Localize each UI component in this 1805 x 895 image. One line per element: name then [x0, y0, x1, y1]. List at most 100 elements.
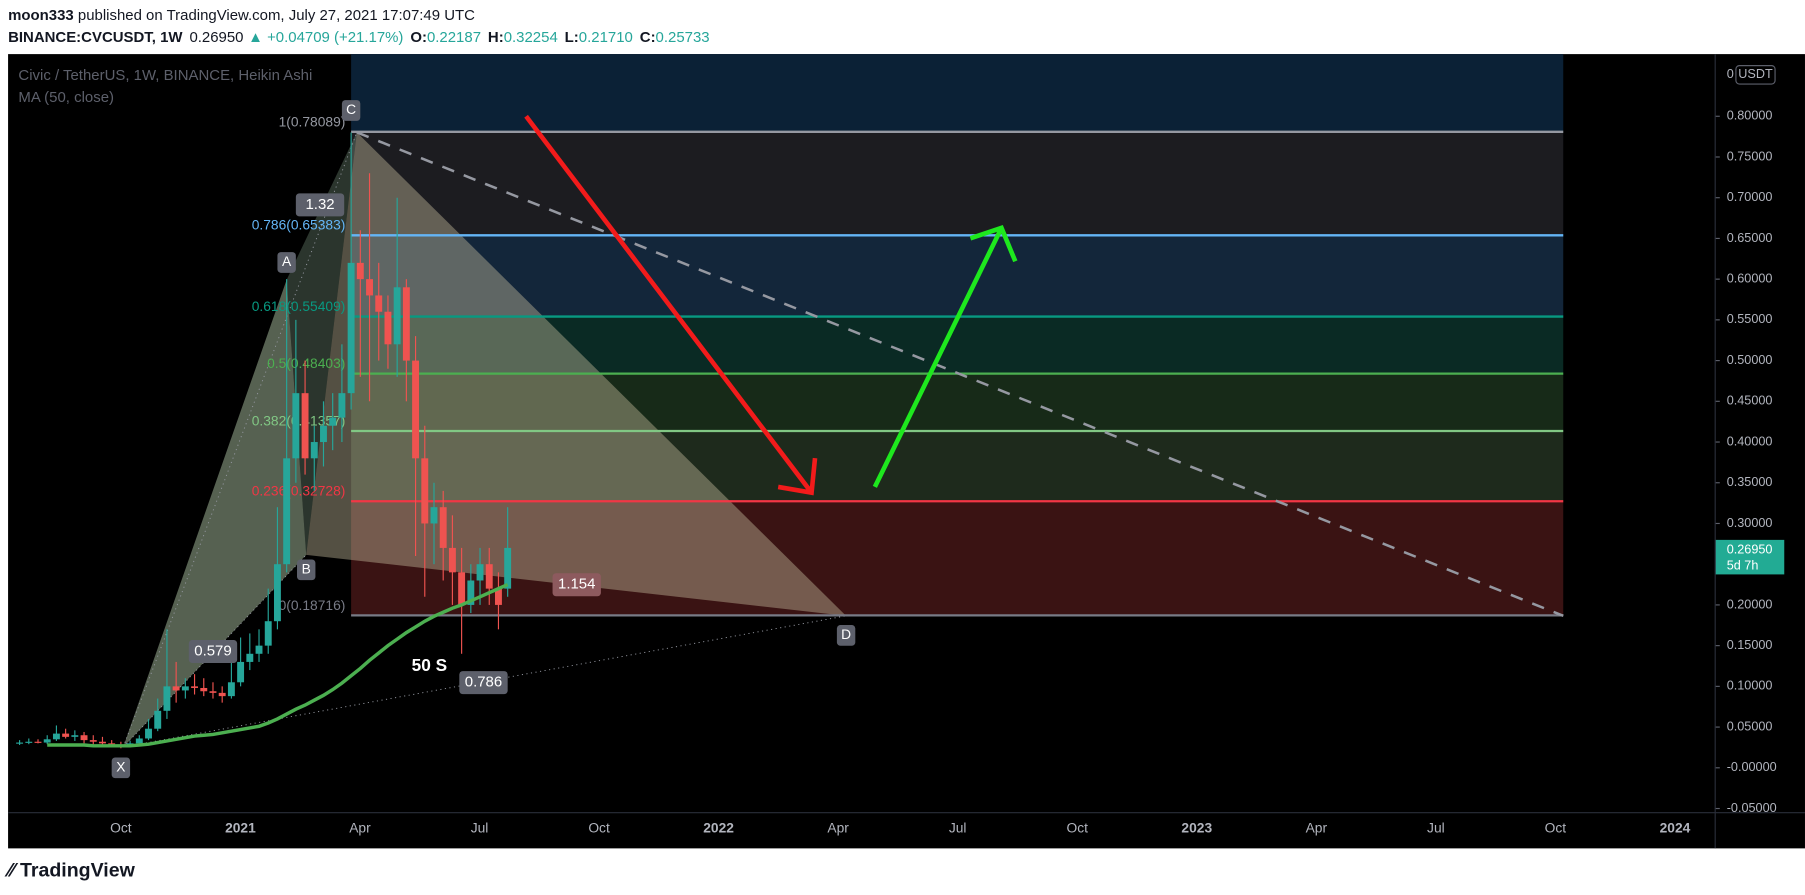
- candle-body: [384, 311, 392, 345]
- candle-body: [476, 564, 484, 581]
- change: ▲ +0.04709 (+21.17%): [248, 29, 403, 46]
- legend-ma: MA (50, close): [18, 89, 114, 106]
- candle-body: [163, 686, 171, 711]
- time-label: Oct: [1545, 819, 1567, 835]
- red-arrow: [524, 114, 818, 496]
- candle-body: [264, 621, 272, 646]
- candle-body: [25, 741, 33, 743]
- time-label: Oct: [110, 819, 132, 835]
- published-line: moon333 published on TradingView.com, Ju…: [8, 7, 475, 24]
- point-label: C: [346, 101, 356, 117]
- price-tick-label: 0.45000: [1727, 394, 1773, 408]
- candle-body: [200, 687, 208, 692]
- candle-body: [504, 547, 512, 589]
- fib-zone: [351, 316, 1564, 374]
- ratio-label: 0.786: [465, 674, 502, 691]
- time-label: Apr: [349, 819, 371, 835]
- candle-body: [366, 279, 373, 296]
- price-tick-label: 0.05000: [1727, 719, 1773, 733]
- point-box: [341, 100, 361, 121]
- candle-body: [255, 645, 263, 654]
- price-tag-countdown: 5d 7h: [1727, 559, 1759, 573]
- time-label: Jul: [471, 819, 489, 835]
- candle-body: [467, 580, 475, 605]
- last-price: 0.26950: [189, 29, 243, 46]
- ohlc-value: 0.25733: [656, 29, 710, 46]
- pattern-xab: [123, 279, 307, 748]
- time-label: 2022: [703, 819, 734, 835]
- fib-label: 0(0.18716): [279, 597, 346, 613]
- time-label: Oct: [1067, 819, 1089, 835]
- time-label: 2023: [1181, 819, 1212, 835]
- price-tick-label: 0.75000: [1727, 149, 1773, 163]
- candle-body: [329, 417, 337, 426]
- candle-body: [421, 458, 429, 524]
- candle-body: [448, 547, 456, 573]
- price-tick-label: 0.80000: [1727, 109, 1773, 123]
- ohlc-value: 0.32254: [504, 29, 558, 46]
- symbol: BINANCE:CVCUSDT, 1W: [8, 29, 183, 46]
- point-box: [277, 252, 296, 273]
- point-label: A: [282, 253, 292, 269]
- candle-body: [80, 735, 88, 741]
- ohlc-key: L:: [565, 29, 579, 46]
- fib-top-zone: [351, 54, 1564, 133]
- candle-body: [301, 393, 309, 459]
- candle-body: [71, 735, 79, 737]
- unit: USDT: [1738, 67, 1773, 81]
- green-arrow: [872, 225, 1018, 488]
- candle-body: [154, 710, 162, 729]
- fib-zone: [351, 373, 1564, 431]
- candle-body: [89, 740, 97, 742]
- candle-body: [181, 686, 189, 691]
- logo-icon: ⁄⁄: [4, 860, 20, 882]
- fib-label: 0.5(0.48403): [267, 355, 345, 371]
- candle-body: [191, 686, 199, 688]
- ohlc-key: C:: [640, 29, 656, 46]
- candle-body: [283, 458, 291, 565]
- candle-body: [209, 691, 217, 693]
- point-box: [297, 559, 316, 581]
- fib-zone: [351, 501, 1564, 616]
- ratio-box: [295, 193, 345, 217]
- candle-body: [356, 262, 364, 280]
- price-tick-label: 0.40000: [1727, 434, 1773, 448]
- point-label: X: [116, 758, 125, 774]
- price-tick-label: 0.70000: [1727, 190, 1773, 204]
- price-tick-label: 0.10000: [1727, 679, 1773, 693]
- price-tick-label: 0.20000: [1727, 597, 1773, 611]
- candle-body: [145, 728, 152, 739]
- note: 50 S: [412, 655, 448, 675]
- ohlc-key: H:: [488, 29, 504, 46]
- candle-body: [412, 360, 420, 459]
- candle-body: [218, 692, 226, 697]
- candle-body: [172, 686, 180, 691]
- point-label: D: [841, 626, 851, 642]
- time-label: 2021: [225, 819, 256, 835]
- legend-symbol: Civic / TetherUS, 1W, BINANCE, Heikin As…: [18, 67, 312, 84]
- candle-body: [402, 287, 410, 361]
- brand: TradingView: [20, 860, 136, 882]
- candle-body: [246, 653, 254, 662]
- point-box: [111, 757, 131, 779]
- ratio-label: 1.32: [305, 196, 334, 213]
- fib-zone: [351, 235, 1564, 317]
- candle-body: [485, 564, 493, 589]
- ohlc-key: O:: [410, 29, 427, 46]
- candle-body: [135, 738, 143, 744]
- candle-body: [62, 733, 70, 737]
- ratio-label: 1.154: [558, 576, 595, 593]
- candle-body: [495, 588, 502, 605]
- candle-body: [34, 741, 42, 743]
- time-label: Jul: [949, 819, 967, 835]
- ratio-label: 0.579: [194, 642, 231, 659]
- price-tick-label: 0.50000: [1727, 353, 1773, 367]
- point-box: [836, 625, 856, 646]
- fib-label: 0.236(0.32728): [252, 483, 346, 499]
- time-label: Apr: [827, 819, 849, 835]
- candle-body: [16, 742, 24, 744]
- time-label: Jul: [1427, 819, 1445, 835]
- price-tag: [1715, 539, 1785, 575]
- point-label: B: [302, 560, 311, 576]
- ratio-box: [459, 671, 508, 695]
